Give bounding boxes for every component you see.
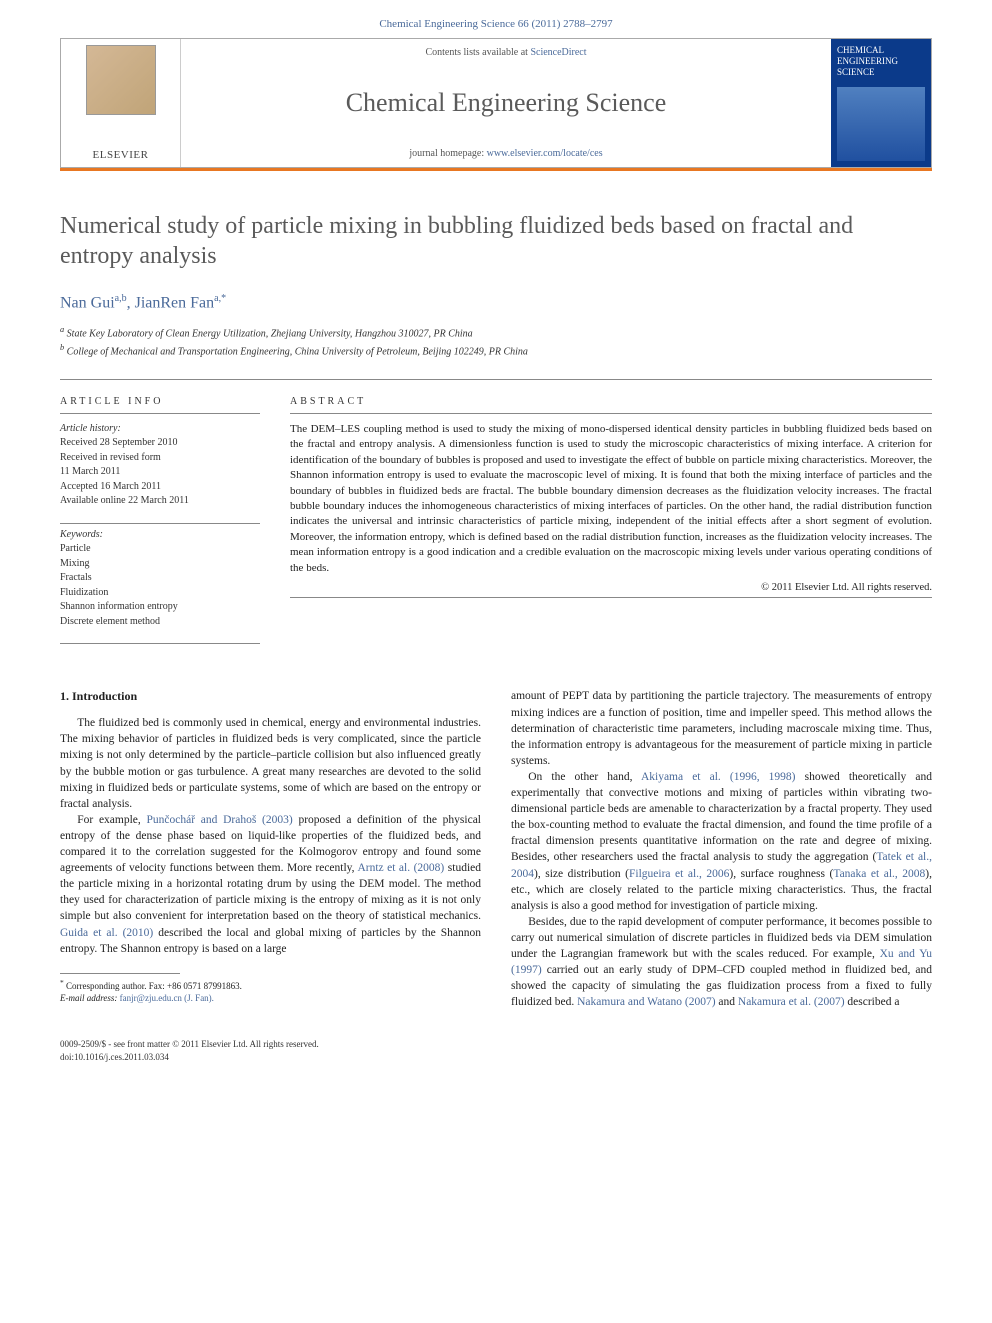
keyword: Particle [60,542,260,557]
corr-text: Corresponding author. Fax: +86 0571 8799… [66,981,242,991]
body-paragraph: The fluidized bed is commonly used in ch… [60,715,481,812]
affiliation-a-text: State Key Laboratory of Clean Energy Uti… [67,329,473,340]
info-abstract-row: ARTICLE INFO Article history: Received 2… [60,390,932,649]
footer-meta: 0009-2509/$ - see front matter © 2011 El… [0,1030,992,1086]
text-run: Besides, due to the rapid development of… [511,916,932,960]
body-col-left: 1. Introduction The fluidized bed is com… [60,688,481,1010]
history-block: Article history: Received 28 September 2… [60,422,260,509]
affiliation-b-text: College of Mechanical and Transportation… [67,346,528,357]
keyword: Mixing [60,557,260,572]
text-run: For example, [77,814,146,826]
email-line: E-mail address: fanjr@zju.edu.cn (J. Fan… [60,992,481,1004]
body-col-right: amount of PEPT data by partitioning the … [511,688,932,1010]
footnote-rule [60,973,180,974]
homepage-link[interactable]: www.elsevier.com/locate/ces [487,148,603,159]
banner-center-panel: Contents lists available at ScienceDirec… [181,39,831,167]
citation-link[interactable]: Guida et al. (2010) [60,927,153,939]
body-paragraph: On the other hand, Akiyama et al. (1996,… [511,769,932,914]
divider [290,597,932,598]
keyword: Fractals [60,571,260,586]
affiliations: a State Key Laboratory of Clean Energy U… [60,324,932,359]
abstract-copyright: © 2011 Elsevier Ltd. All rights reserved… [290,582,932,593]
body-paragraph: Besides, due to the rapid development of… [511,914,932,1011]
abstract-text: The DEM–LES coupling method is used to s… [290,422,932,576]
corresponding-footnote: * Corresponding author. Fax: +86 0571 87… [60,978,481,1004]
citation-link[interactable]: Nakamura and Watano (2007) [577,996,715,1008]
text-run: On the other hand, [528,771,641,783]
contents-label: Contents lists available at [425,47,527,58]
divider [60,379,932,380]
author-1-aff: a,b [115,293,127,304]
citation-link[interactable]: Nakamura et al. (2007) [738,996,845,1008]
citation-link[interactable]: Punčochář and Drahoš (2003) [147,814,293,826]
email-link[interactable]: fanjr@zju.edu.cn (J. Fan). [120,993,214,1003]
cover-thumbnail [837,87,925,161]
author-2-name: JianRen Fan [135,294,215,311]
article-main: Numerical study of particle mixing in bu… [0,171,992,1030]
journal-banner: ELSEVIER Contents lists available at Sci… [60,38,932,168]
authors-line: Nan Guia,b, JianRen Fana,* [60,293,932,312]
citation-link[interactable]: Arntz et al. (2008) [357,862,444,874]
banner-right-panel: CHEMICAL ENGINEERING SCIENCE [831,39,931,167]
article-info-col: ARTICLE INFO Article history: Received 2… [60,390,260,649]
body-paragraph: amount of PEPT data by partitioning the … [511,688,932,768]
history-label: Article history: [60,422,260,437]
issn-line: 0009-2509/$ - see front matter © 2011 El… [60,1038,932,1050]
homepage-line: journal homepage: www.elsevier.com/locat… [409,148,602,159]
abstract-heading: ABSTRACT [290,390,932,414]
citation-link[interactable]: Akiyama et al. (1996, 1998) [641,771,796,783]
article-info-heading: ARTICLE INFO [60,390,260,414]
revised-date: 11 March 2011 [60,465,260,480]
text-run: ), surface roughness ( [729,868,833,880]
sciencedirect-link[interactable]: ScienceDirect [530,47,586,58]
divider [60,523,260,524]
text-run: and [716,996,738,1008]
abstract-col: ABSTRACT The DEM–LES coupling method is … [290,390,932,649]
publisher-logo: ELSEVIER [93,149,149,161]
accepted-line: Accepted 16 March 2011 [60,480,260,495]
keyword: Discrete element method [60,615,260,630]
text-run: showed theoretically and experimentally … [511,771,932,863]
divider [60,643,260,644]
keywords-label: Keywords: [60,528,260,543]
contents-line: Contents lists available at ScienceDirec… [425,47,586,58]
elsevier-tree-image [86,45,156,115]
corr-author-line: * Corresponding author. Fax: +86 0571 87… [60,978,481,992]
section-heading: 1. Introduction [60,688,481,705]
doi-line: doi:10.1016/j.ces.2011.03.034 [60,1051,932,1063]
running-header: Chemical Engineering Science 66 (2011) 2… [0,0,992,38]
online-line: Available online 22 March 2011 [60,494,260,509]
keywords-block: Keywords: Particle Mixing Fractals Fluid… [60,528,260,630]
keyword: Fluidization [60,586,260,601]
keyword: Shannon information entropy [60,600,260,615]
cover-title: CHEMICAL ENGINEERING SCIENCE [837,45,925,77]
email-label: E-mail address: [60,993,117,1003]
citation-link[interactable]: Filgueira et al., 2006 [629,868,729,880]
revised-label: Received in revised form [60,451,260,466]
received-line: Received 28 September 2010 [60,436,260,451]
citation-text: Chemical Engineering Science 66 (2011) 2… [379,18,612,30]
affiliation-a: a State Key Laboratory of Clean Energy U… [60,324,932,341]
text-run: described a [845,996,900,1008]
journal-name: Chemical Engineering Science [346,88,667,118]
author-1-name: Nan Gui [60,294,115,311]
banner-left-panel: ELSEVIER [61,39,181,167]
article-title: Numerical study of particle mixing in bu… [60,211,932,271]
body-paragraph: For example, Punčochář and Drahoš (2003)… [60,812,481,957]
homepage-label: journal homepage: [409,148,484,159]
citation-link[interactable]: Tanaka et al., 2008 [833,868,925,880]
affiliation-b: b College of Mechanical and Transportati… [60,342,932,359]
body-columns: 1. Introduction The fluidized bed is com… [60,688,932,1010]
corresponding-mark: * [221,293,226,304]
text-run: ), size distribution ( [534,868,629,880]
